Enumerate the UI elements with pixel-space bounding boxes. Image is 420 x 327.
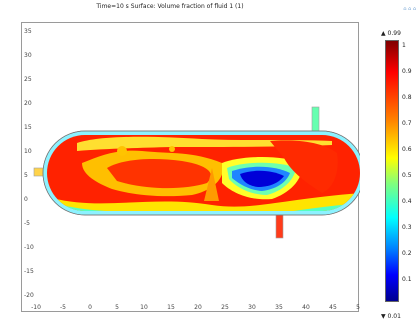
- y-tick-label: -15: [24, 268, 34, 275]
- y-tick-label: -5: [24, 220, 30, 227]
- x-tick-label: 0: [88, 304, 92, 311]
- colorbar-tick-label: 0.8: [402, 94, 412, 101]
- y-tick-label: 0: [24, 196, 28, 203]
- y-tick-label: 25: [24, 76, 32, 83]
- x-tick-labels: -10 -5 0 5 10 15 20 25 30 35 40 45 50: [31, 304, 360, 311]
- y-tick-label: 20: [24, 100, 32, 107]
- x-tick-label: 15: [167, 304, 175, 311]
- colorbar-tick-label: 0.5: [402, 172, 412, 179]
- y-tick-label: 10: [24, 148, 32, 155]
- colorbar-tick-label: 0.6: [402, 146, 412, 153]
- x-tick-label: 20: [194, 304, 202, 311]
- y-tick-label: 30: [24, 52, 32, 59]
- y-tick-labels: 35 30 25 20 15 10 5 0 -5 -10 -15 -20: [24, 28, 34, 299]
- y-tick-label: 15: [24, 124, 32, 131]
- axes-svg: -10-505101520253035404550 35302520151050…: [24, 28, 360, 311]
- x-tick-label: -10: [31, 304, 41, 311]
- x-tick-label: 45: [329, 304, 337, 311]
- colorbar-tick-label: 0.7: [402, 120, 412, 127]
- x-tick-label: 40: [302, 304, 310, 311]
- y-tick-label: 5: [24, 172, 28, 179]
- colorbar-tick-label: 0.4: [402, 198, 412, 205]
- colorbar-tick-label: 0.2: [402, 250, 412, 257]
- plot-title: Time=10 s Surface: Volume fraction of fl…: [96, 3, 244, 10]
- fluid-field: [47, 135, 360, 211]
- y-tick-label: -20: [24, 292, 34, 299]
- x-tick-label: 5: [115, 304, 119, 311]
- x-tick-label: 25: [221, 304, 229, 311]
- x-tick-label: 35: [275, 304, 283, 311]
- colorbar-tick-label: 1: [402, 42, 406, 49]
- colorbar-max-label: ▲ 0.99: [381, 30, 401, 37]
- x-tick-label: 30: [248, 304, 256, 311]
- colorbar-min-label: ▼ 0.01: [381, 313, 401, 320]
- x-tick-label: 50: [356, 304, 360, 311]
- colorbar-tick-label: 0.9: [402, 68, 412, 75]
- plot-area[interactable]: -10-505101520253035404550 35302520151050…: [21, 22, 360, 312]
- x-tick-label: -5: [60, 304, 66, 311]
- logo: ⌂ ⌂ ⌂: [403, 6, 416, 12]
- vessel: [33, 106, 360, 239]
- colorbar-tick-label: 0.1: [402, 276, 412, 283]
- colorbar-tick-label: 0.3: [402, 224, 412, 231]
- colorbar: [385, 40, 399, 302]
- y-tick-label: -10: [24, 244, 34, 251]
- x-tick-label: 10: [140, 304, 148, 311]
- y-tick-label: 35: [24, 28, 32, 35]
